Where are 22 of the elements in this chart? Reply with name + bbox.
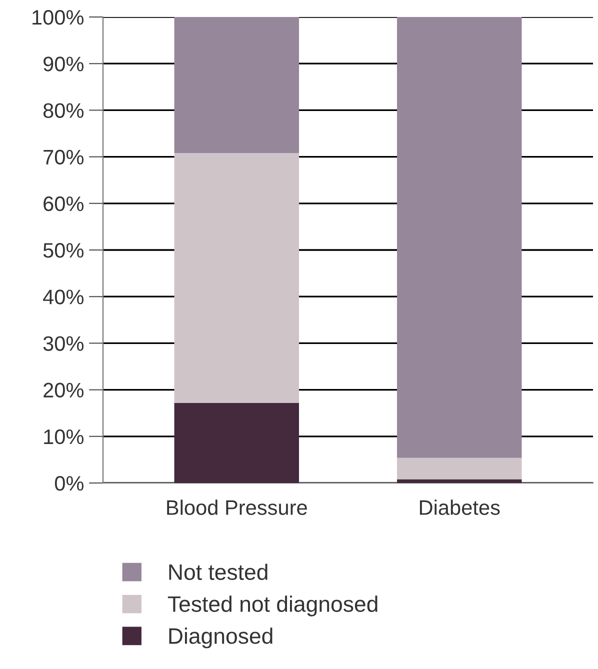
bar — [174, 402, 299, 483]
bar — [397, 479, 522, 483]
y-tick-label: 40% — [43, 290, 84, 304]
y-tick-label: 0% — [54, 476, 84, 491]
bar — [397, 17, 522, 458]
legend-label: Tested not diagnosed — [168, 596, 378, 616]
y-tick-label: 100% — [32, 10, 84, 25]
y-tick-label: 80% — [43, 103, 84, 118]
y-tick-label: 30% — [43, 336, 84, 351]
bar — [174, 17, 299, 154]
bar — [174, 153, 299, 403]
x-tick-label: Diabetes — [420, 500, 500, 515]
y-tick-label: 50% — [43, 243, 84, 258]
bar — [397, 458, 522, 480]
y-tick-label: 60% — [44, 196, 84, 212]
y-tick-label: 90% — [44, 56, 84, 72]
y-tick-label: 10% — [44, 429, 84, 444]
y-tick-label: 70% — [44, 150, 84, 165]
legend-label: Not tested — [169, 564, 268, 580]
legend-label: Diagnosed — [169, 628, 272, 648]
x-tick-label: Blood Pressure — [167, 500, 307, 515]
y-tick-label: 20% — [44, 382, 84, 398]
